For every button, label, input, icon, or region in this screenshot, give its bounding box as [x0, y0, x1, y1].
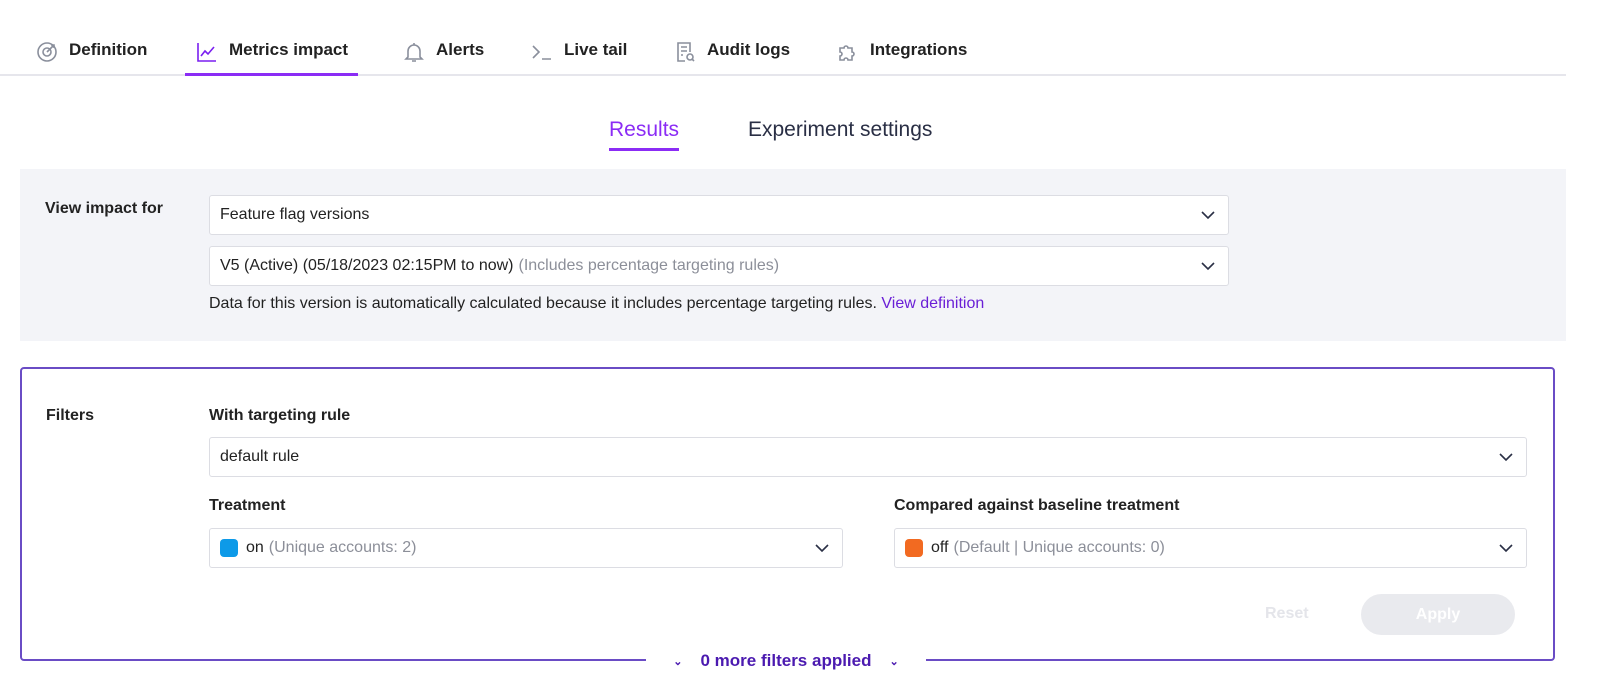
chevron-down-icon [1201, 262, 1215, 271]
tab-alerts[interactable]: Alerts [402, 30, 484, 76]
view-definition-link[interactable]: View definition [881, 295, 985, 312]
chevron-down-icon [1499, 453, 1513, 462]
chevron-down-icon [1499, 544, 1513, 553]
target-icon [37, 42, 57, 62]
document-search-icon [677, 42, 695, 62]
apply-button[interactable]: Apply [1361, 594, 1515, 635]
baseline-select[interactable]: off (Default | Unique accounts: 0) [894, 528, 1527, 568]
tab-label: Live tail [564, 40, 628, 59]
select-hint: (Default | Unique accounts: 0) [953, 539, 1165, 556]
select-value: default rule [220, 448, 300, 465]
tab-bar: Definition Metrics impact Alerts Live ta… [0, 0, 1566, 76]
tab-audit-logs[interactable]: Audit logs [673, 30, 790, 76]
impact-type-select[interactable]: Feature flag versions [209, 195, 1229, 235]
select-value: on [246, 539, 264, 556]
chevron-down-icon [815, 544, 829, 553]
filters-label: Filters [46, 407, 95, 424]
more-filters-label: 0 more filters applied [700, 651, 872, 670]
select-value: Feature flag versions [220, 206, 370, 223]
baseline-label: Compared against baseline treatment [894, 497, 1180, 514]
select-hint: (Includes percentage targeting rules) [518, 257, 780, 274]
targeting-rule-label: With targeting rule [209, 407, 351, 424]
note-text: Data for this version is automatically c… [209, 295, 877, 312]
version-note: Data for this version is automatically c… [209, 295, 984, 313]
treatment-color-swatch [220, 539, 238, 557]
view-impact-label: View impact for [45, 200, 163, 217]
chevron-down-icon: ⌄ [889, 655, 899, 668]
select-hint: (Unique accounts: 2) [268, 539, 417, 556]
chevron-down-icon [1201, 211, 1215, 220]
version-select[interactable]: V5 (Active) (05/18/2023 02:15PM to now)(… [209, 246, 1229, 286]
terminal-icon [532, 45, 551, 60]
tab-label: Audit logs [707, 40, 791, 59]
treatment-label: Treatment [209, 497, 286, 514]
subtab-results[interactable]: Results [609, 118, 680, 151]
puzzle-icon [839, 45, 855, 61]
tab-label: Metrics impact [229, 40, 349, 59]
tab-label: Definition [69, 40, 148, 59]
tab-label: Alerts [436, 40, 485, 59]
subtab-experiment-settings[interactable]: Experiment settings [748, 118, 933, 141]
tab-integrations[interactable]: Integrations [836, 30, 967, 76]
chart-line-icon [197, 43, 216, 62]
tab-live-tail[interactable]: Live tail [530, 30, 627, 76]
treatment-select[interactable]: on (Unique accounts: 2) [209, 528, 843, 568]
select-value: V5 (Active) (05/18/2023 02:15PM to now) [220, 257, 514, 274]
tab-label: Integrations [870, 40, 968, 59]
chevron-down-icon: ⌄ [673, 655, 683, 668]
tab-definition[interactable]: Definition [35, 30, 147, 76]
reset-button[interactable]: Reset [1265, 605, 1309, 622]
baseline-color-swatch [905, 539, 923, 557]
select-value: off [931, 539, 949, 556]
targeting-rule-select[interactable]: default rule [209, 437, 1527, 477]
bell-icon [404, 43, 424, 62]
tab-metrics-impact[interactable]: Metrics impact [185, 30, 359, 76]
more-filters-toggle[interactable]: ⌄ 0 more filters applied ⌄ [646, 648, 926, 674]
